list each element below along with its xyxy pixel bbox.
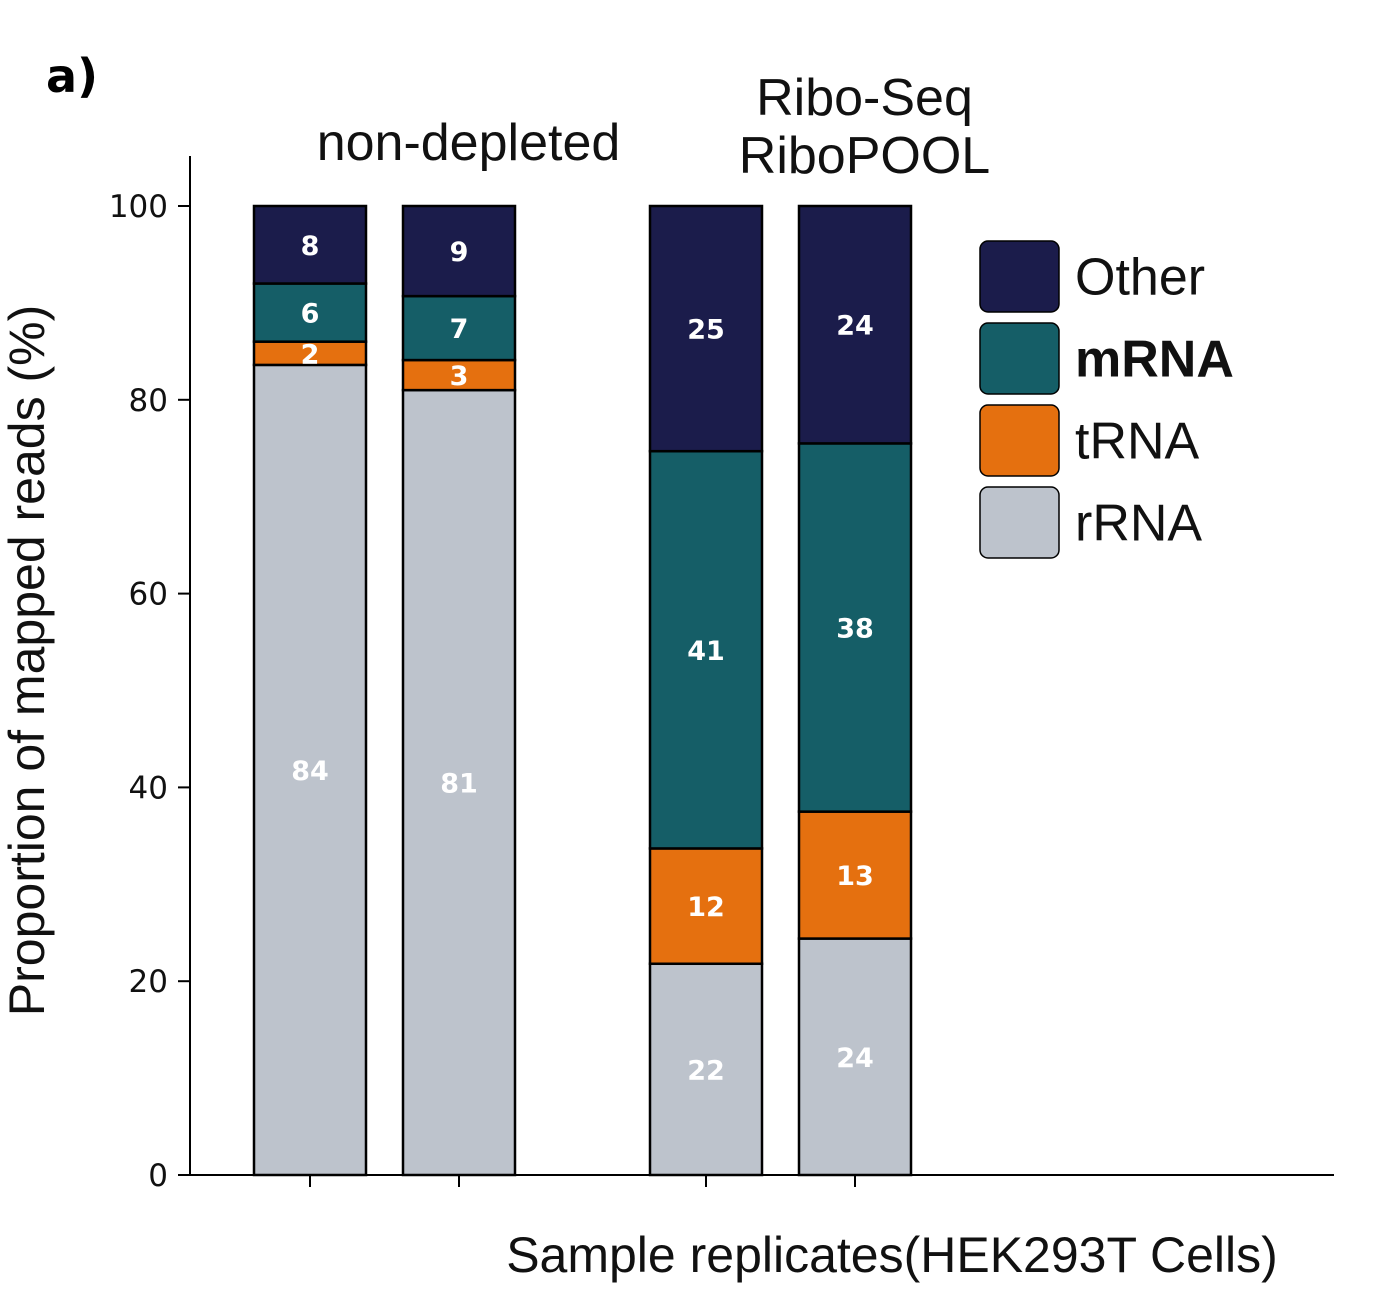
legend-swatch-trna bbox=[979, 404, 1060, 477]
bar-segment-mrna bbox=[401, 294, 517, 362]
y-axis-title: Proportion of mapped reads (%) bbox=[0, 305, 55, 1016]
group-title: Ribo-Seq bbox=[756, 69, 973, 127]
legend-label-rrna: rRNA bbox=[1075, 495, 1202, 553]
legend-label-other: Other bbox=[1075, 249, 1205, 307]
bar-segment-trna bbox=[797, 810, 913, 940]
bar-segment-other bbox=[648, 204, 764, 453]
bar-segment-trna bbox=[648, 847, 764, 966]
data-label-rrna: 22 bbox=[687, 1055, 725, 1086]
data-label-rrna: 81 bbox=[440, 769, 478, 800]
bar-segment-other bbox=[797, 204, 913, 445]
legend-swatch-mrna bbox=[979, 322, 1060, 395]
data-label-trna: 13 bbox=[836, 861, 874, 892]
y-tick-label: 40 bbox=[129, 770, 168, 806]
data-label-rrna: 84 bbox=[291, 756, 329, 787]
plot-area: 84 2 6 8 81 3 7 9 22 12 41 25 24 13 38 24 0 20 40 60 80 100 no… bbox=[0, 69, 1334, 1283]
data-label-other: 8 bbox=[301, 231, 320, 262]
y-tick-label: 60 bbox=[129, 577, 168, 613]
legend-swatch-other bbox=[979, 240, 1060, 313]
data-label-mrna: 7 bbox=[450, 314, 469, 345]
data-label-trna: 3 bbox=[450, 361, 469, 392]
data-label-other: 24 bbox=[836, 311, 874, 342]
bar-segment-other bbox=[401, 204, 517, 298]
panel-label: a) bbox=[46, 49, 98, 103]
data-label-mrna: 38 bbox=[836, 614, 874, 645]
bar-segment-rrna bbox=[648, 962, 764, 1177]
group-title: non-depleted bbox=[317, 114, 621, 172]
legend-swatch-rrna bbox=[979, 486, 1060, 559]
group-title: RiboPOOL bbox=[739, 127, 990, 185]
data-label-mrna: 41 bbox=[687, 636, 725, 667]
y-tick-label: 20 bbox=[129, 964, 168, 1000]
bar-segment-rrna bbox=[252, 363, 368, 1177]
bar-segment-rrna bbox=[797, 937, 913, 1177]
data-label-other: 9 bbox=[450, 237, 469, 268]
legend-label-mrna: mRNA bbox=[1075, 331, 1234, 389]
data-label-mrna: 6 bbox=[301, 299, 320, 330]
bar-segment-mrna bbox=[797, 442, 913, 813]
legend-label-trna: tRNA bbox=[1075, 413, 1200, 471]
data-label-trna: 2 bbox=[301, 339, 320, 370]
y-tick-label: 100 bbox=[109, 189, 168, 225]
x-axis-title: Sample replicates(HEK293T Cells) bbox=[506, 1227, 1278, 1283]
data-label-rrna: 24 bbox=[836, 1043, 874, 1074]
y-tick-label: 0 bbox=[148, 1158, 168, 1194]
data-label-other: 25 bbox=[687, 315, 725, 346]
bar-segment-other bbox=[252, 204, 368, 285]
data-label-trna: 12 bbox=[687, 892, 725, 923]
y-tick-label: 80 bbox=[129, 383, 168, 419]
